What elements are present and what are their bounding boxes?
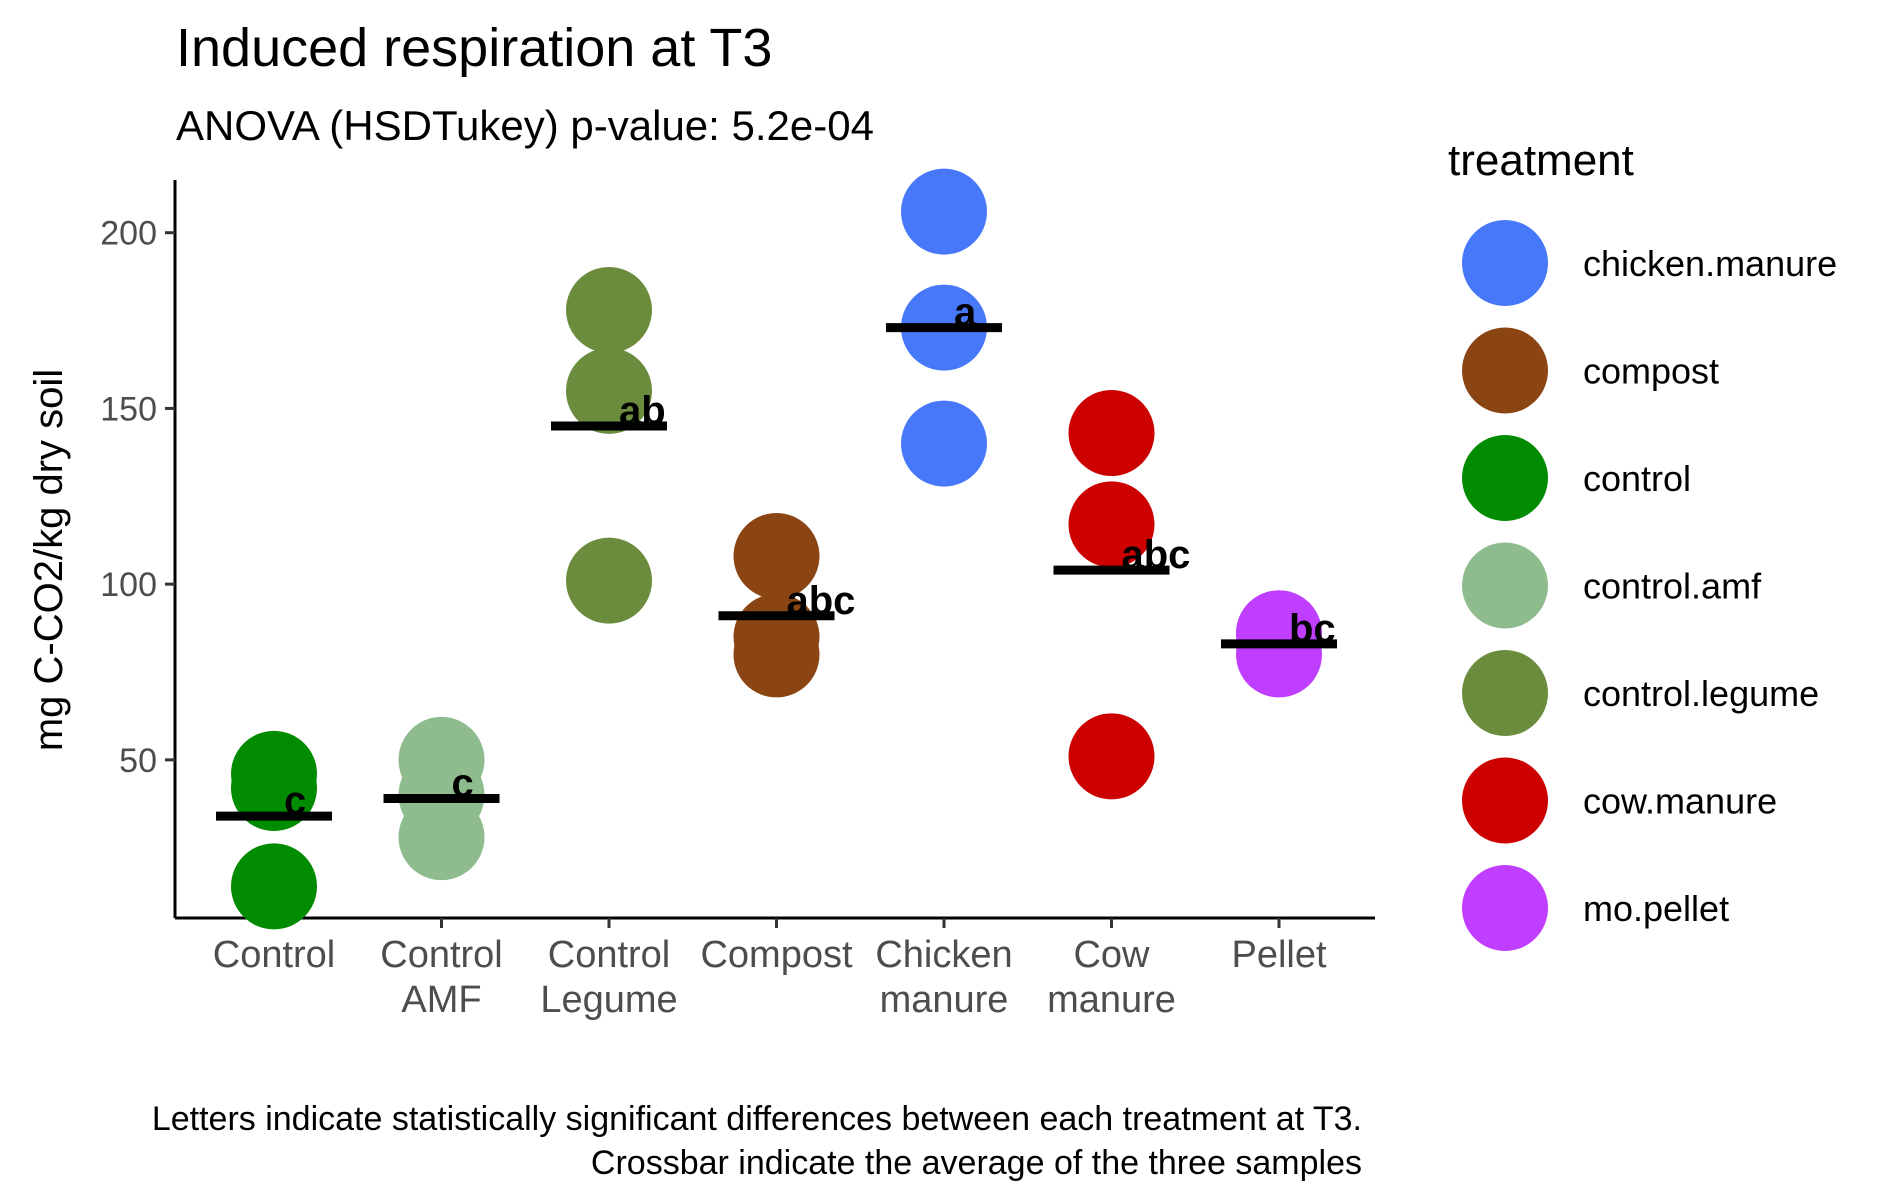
x-tick-label: Cow xyxy=(1073,934,1150,976)
legend-title: treatment xyxy=(1448,136,1634,185)
data-point xyxy=(566,267,652,354)
legend-label: control.amf xyxy=(1583,566,1762,607)
x-tick-label: Control xyxy=(213,934,336,976)
chart-subtitle: ANOVA (HSDTukey) p-value: 5.2e-04 xyxy=(176,102,874,149)
significance-letter: abc xyxy=(1122,533,1191,577)
x-tick-label: Legume xyxy=(540,979,677,1021)
x-tick-label: manure xyxy=(880,979,1009,1021)
x-tick-label: manure xyxy=(1047,979,1176,1021)
legend-swatch xyxy=(1462,435,1548,521)
significance-letter: a xyxy=(954,291,977,335)
data-point xyxy=(1068,390,1155,477)
legend-swatch xyxy=(1462,865,1548,951)
significance-letter: ab xyxy=(619,389,666,433)
data-point xyxy=(566,347,652,434)
legend-label: cow.manure xyxy=(1583,781,1777,822)
legend-swatch xyxy=(1462,220,1548,306)
data-point xyxy=(566,537,652,624)
legend-swatch xyxy=(1462,327,1548,414)
significance-letter: abc xyxy=(787,579,856,623)
x-tick-label: Control xyxy=(380,934,503,976)
legend-swatch xyxy=(1462,542,1548,629)
legend-label: mo.pellet xyxy=(1583,888,1729,929)
data-point xyxy=(733,513,820,600)
data-point xyxy=(1068,481,1155,568)
data-point xyxy=(1236,590,1322,677)
data-point xyxy=(231,730,317,817)
legend-swatch xyxy=(1462,650,1548,736)
y-tick-label: 50 xyxy=(119,742,157,780)
data-point xyxy=(901,400,987,487)
x-tick-label: Pellet xyxy=(1231,934,1326,976)
chart-title: Induced respiration at T3 xyxy=(176,18,772,78)
data-point xyxy=(398,716,485,803)
legend-label: chicken.manure xyxy=(1583,243,1837,284)
x-tick-label: Control xyxy=(548,934,671,976)
legend-label: control xyxy=(1583,458,1691,499)
data-point xyxy=(901,168,987,255)
legend: chicken.manure compost control control.amf c… xyxy=(1462,220,1837,951)
y-tick-label: 100 xyxy=(100,566,157,604)
x-tick-label: AMF xyxy=(401,979,481,1021)
data-point xyxy=(231,843,317,930)
y-axis-label: mg C-CO2/kg dry soil xyxy=(27,369,71,751)
caption-line-1: Letters indicate statistically significa… xyxy=(152,1100,1362,1138)
y-tick-label: 200 xyxy=(100,215,157,253)
significance-letter: c xyxy=(284,779,306,823)
significance-letter: bc xyxy=(1289,607,1336,651)
legend-label: compost xyxy=(1583,351,1719,392)
data-point xyxy=(1068,713,1155,800)
x-tick-label: Compost xyxy=(700,934,852,976)
x-tick-label: Chicken xyxy=(875,934,1012,976)
significance-letter: c xyxy=(452,762,474,806)
y-tick-label: 150 xyxy=(100,390,157,428)
legend-label: control.legume xyxy=(1583,673,1819,714)
caption-line-2: Crossbar indicate the average of the thr… xyxy=(591,1144,1362,1182)
legend-swatch xyxy=(1462,757,1548,844)
